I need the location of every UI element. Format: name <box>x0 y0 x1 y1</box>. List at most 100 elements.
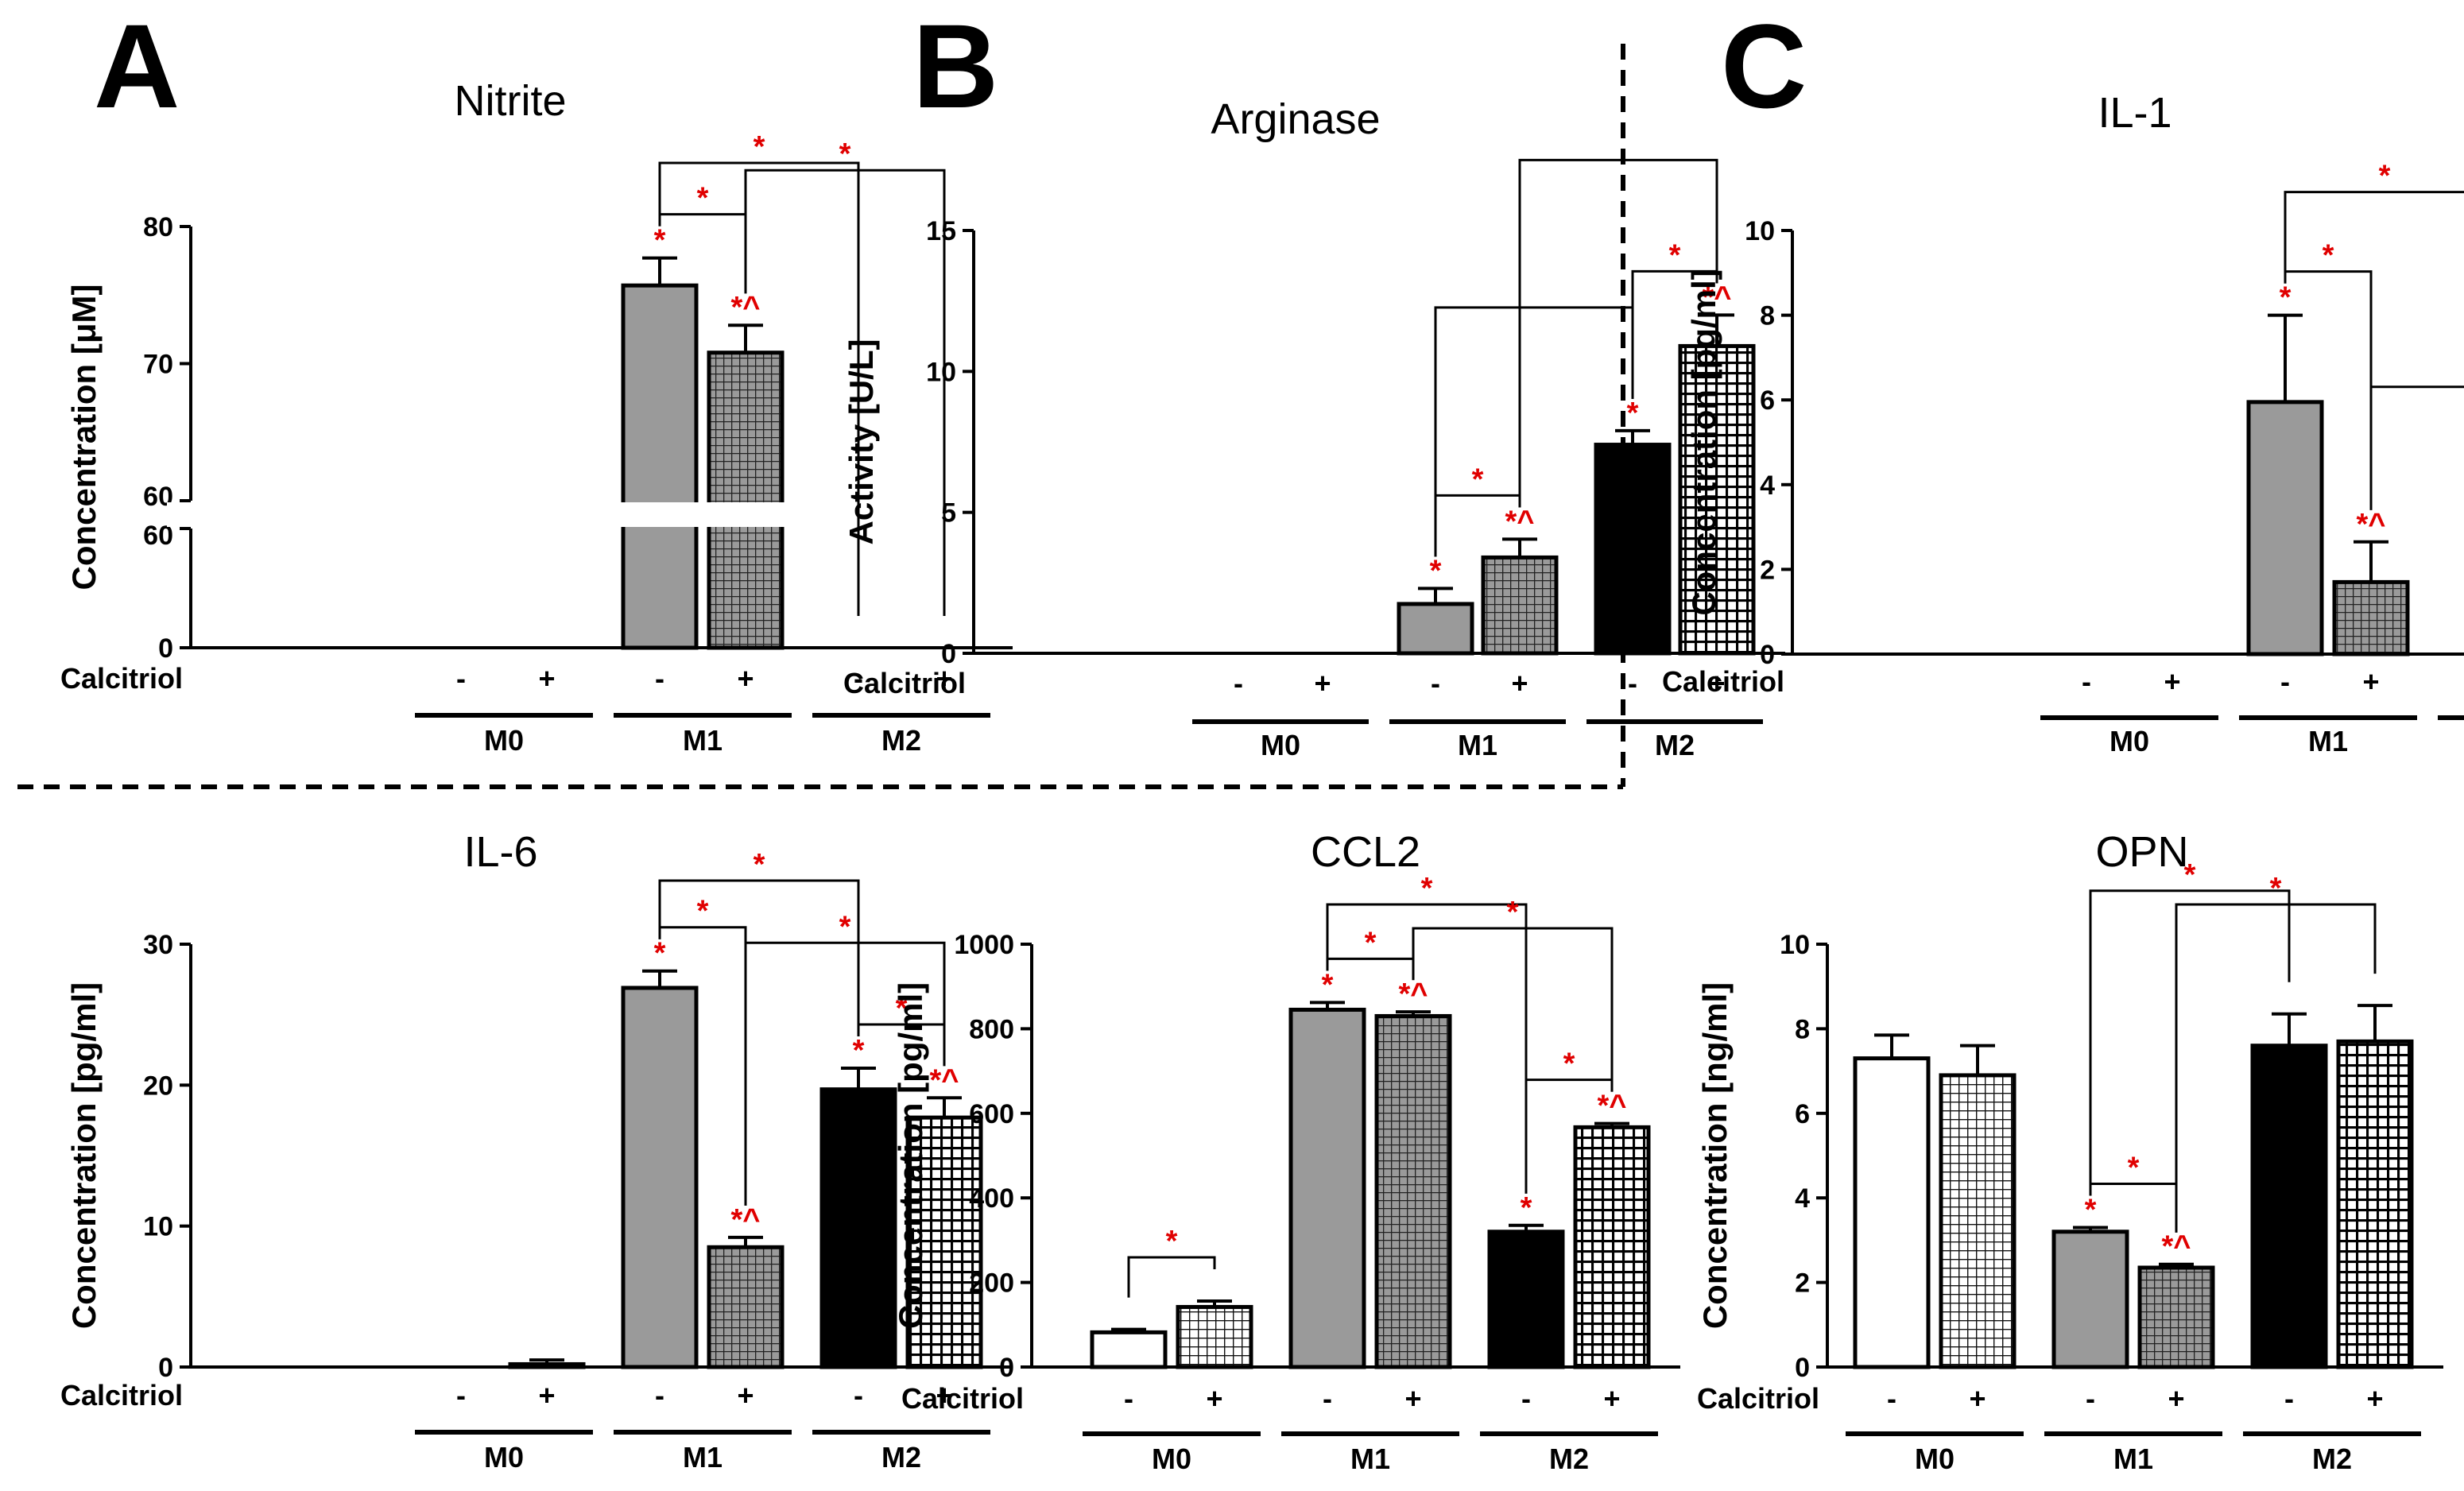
treatment-sign: + <box>1969 1382 1986 1415</box>
bar-significance-label: * <box>2280 281 2292 315</box>
bar-significance-label: * <box>1627 397 1639 430</box>
group-label: M1 <box>1350 1443 1390 1475</box>
bar <box>621 283 699 650</box>
comparison-bracket <box>1326 903 1528 1194</box>
treatment-sign: + <box>2362 665 2379 698</box>
bar-significance-label: * <box>853 1034 865 1067</box>
comparison-label: * <box>2184 858 2196 892</box>
bar <box>1090 1330 1168 1369</box>
chart-5: CCL2 Concentration [pg/ml] 0 200 400 600 800 10… <box>892 828 1680 1475</box>
condition-label: Calcitriol <box>60 1379 183 1412</box>
bar-significance-label: *^ <box>731 291 761 324</box>
comparison-label: * <box>1669 238 1681 272</box>
comparison-label: * <box>754 848 765 881</box>
condition-label: Calcitriol <box>901 1382 1024 1415</box>
treatment-sign: - <box>456 662 466 695</box>
treatment-sign: + <box>538 662 555 695</box>
group-label: M0 <box>1915 1443 1955 1475</box>
bar-significance-label: * <box>1521 1191 1532 1225</box>
bar <box>1374 1013 1452 1369</box>
treatment-sign: + <box>2366 1382 2383 1415</box>
bar <box>905 1115 983 1369</box>
comparison-bracket <box>744 168 946 616</box>
treatment-sign: + <box>737 662 754 695</box>
y-tick-label: 2 <box>1760 555 1775 585</box>
comparison-bracket <box>744 941 946 1206</box>
bar <box>2250 1044 2328 1369</box>
y-tick-label: 20 <box>143 1071 173 1101</box>
bar <box>1678 343 1756 656</box>
y-tick-label: 10 <box>1745 216 1775 246</box>
y-tick-label: 10 <box>143 1212 173 1242</box>
y-tick-label: 5 <box>941 498 956 529</box>
bar <box>819 1087 897 1369</box>
bar-significance-label: * <box>1322 968 1334 1001</box>
bar <box>1939 1073 2017 1369</box>
comparison-label: * <box>2323 239 2334 273</box>
chart-4: IL-6 Concentration [pg/ml] 0 10 20 30 * *^ * *^ * *… <box>60 828 1013 1474</box>
y-tick-label: 10 <box>926 357 956 387</box>
condition-label: Calcitriol <box>843 667 966 699</box>
comparison-bracket <box>658 879 860 1037</box>
comparison-label: * <box>1507 896 1519 929</box>
bar-significance-label: *^ <box>1703 281 1732 314</box>
treatment-sign: - <box>854 1379 863 1412</box>
comparison-label: * <box>2379 160 2391 193</box>
condition-label: Calcitriol <box>1697 1382 1819 1415</box>
y-tick-label: 1000 <box>954 930 1014 960</box>
bar <box>1288 1007 1366 1369</box>
group-label: M1 <box>2113 1443 2153 1475</box>
comparison-label: * <box>1472 463 1484 496</box>
comparison-label: * <box>839 137 851 171</box>
comparison-bracket <box>1412 927 1614 1092</box>
y-tick-label: 10 <box>1780 930 1810 960</box>
group-label: M1 <box>2308 725 2348 757</box>
treatment-sign: - <box>854 662 863 695</box>
y-tick-label: 8 <box>1795 1014 1810 1044</box>
treatment-sign: + <box>538 1379 555 1412</box>
condition-label: Calcitriol <box>1662 665 1784 698</box>
y-tick-label: 4 <box>1795 1183 1810 1214</box>
bar <box>2051 1230 2129 1369</box>
chart-title: IL-1 <box>2098 89 2171 137</box>
bar-significance-label: *^ <box>2162 1230 2191 1264</box>
bar-significance-label: * <box>654 224 666 258</box>
comparison-bracket <box>2175 903 2377 1233</box>
bar <box>2137 1265 2215 1369</box>
comparison-bracket <box>658 161 860 616</box>
comparison-bracket <box>2284 191 2464 284</box>
comparison-label: * <box>697 895 709 928</box>
comparison-label: * <box>754 130 765 164</box>
treatment-sign: + <box>936 662 952 695</box>
chart-3: IL-1 Concentration [pg/ml] 0 2 4 6 8 10 * *^ * * * Ca… <box>1662 89 2464 757</box>
treatment-sign: + <box>1206 1382 1222 1415</box>
treatment-sign: + <box>1708 667 1725 699</box>
bar <box>508 1361 586 1369</box>
comparison-bracket <box>1127 1256 1216 1298</box>
group-label: M2 <box>1549 1443 1589 1475</box>
chart-title: CCL2 <box>1311 828 1420 876</box>
y-tick-label: 6 <box>1795 1099 1810 1129</box>
group-label: M2 <box>2312 1443 2352 1475</box>
comparison-label: * <box>2270 872 2282 905</box>
axis-break-gap <box>167 502 1013 527</box>
y-tick-label: 2 <box>1795 1268 1810 1299</box>
bar <box>707 350 785 650</box>
chart-title: Nitrite <box>454 77 566 125</box>
y-tick-label: 8 <box>1760 301 1775 331</box>
treatment-sign: - <box>1124 1382 1133 1415</box>
chart-title: Arginase <box>1211 95 1380 143</box>
bar <box>2336 1039 2414 1369</box>
bar <box>1176 1304 1253 1369</box>
treatment-sign: - <box>1431 667 1440 699</box>
treatment-sign: - <box>1521 1382 1531 1415</box>
treatment-sign: + <box>1603 1382 1620 1415</box>
chart-title: OPN <box>2095 828 2188 876</box>
bar-significance-label: *^ <box>1399 978 1428 1011</box>
comparison-bracket <box>1525 1079 1614 1194</box>
bar <box>1573 1125 1651 1369</box>
y-tick-label: 0 <box>999 1353 1014 1383</box>
group-label: M2 <box>881 724 921 757</box>
